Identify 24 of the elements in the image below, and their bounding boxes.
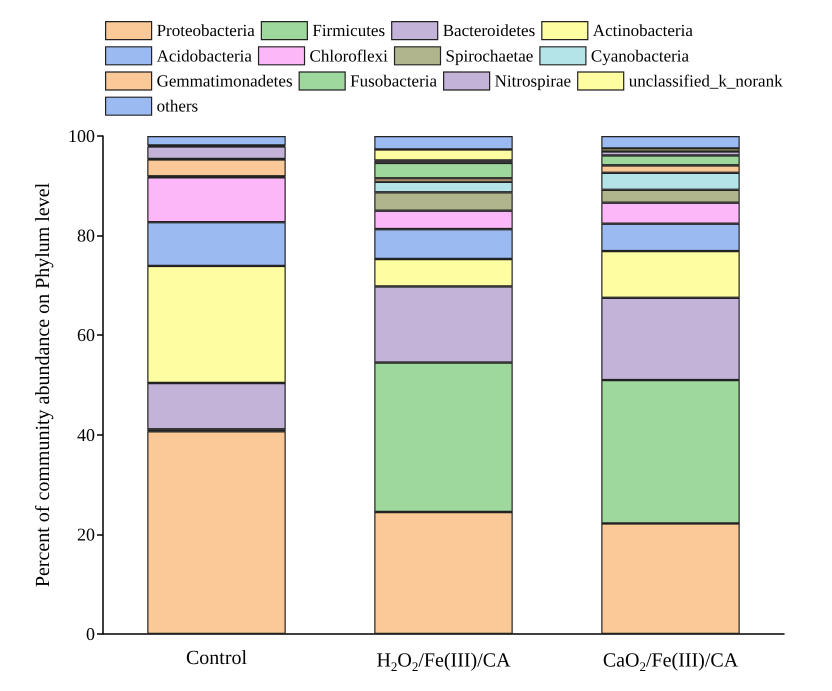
bar bbox=[601, 136, 740, 148]
y-tick-label: 100 bbox=[68, 126, 95, 146]
legend-label: Proteobacteria bbox=[156, 21, 256, 40]
legend-label: Acidobacteria bbox=[156, 46, 252, 66]
legend-label: Bacteroidetes bbox=[442, 21, 536, 40]
legend-label: Gemmatimonadetes bbox=[156, 72, 293, 90]
y-tick-label: 60 bbox=[77, 325, 95, 346]
y-tick-label: 80 bbox=[77, 226, 95, 246]
y-tick-label: 0 bbox=[86, 624, 95, 644]
y-tick-label: 20 bbox=[77, 524, 95, 544]
legend-label: Firmicutes bbox=[312, 21, 386, 40]
x-tick-label: Control bbox=[186, 647, 248, 669]
legend-label: Spirochaetae bbox=[446, 46, 534, 66]
bar bbox=[147, 431, 286, 634]
legend-label: Fusobacteria bbox=[350, 72, 438, 90]
legend-label: Cyanobacteria bbox=[590, 46, 690, 66]
legend-label: Actinobacteria bbox=[592, 21, 694, 40]
y-axis-title: Percent of community abundance on Phylum level bbox=[32, 182, 54, 588]
bar bbox=[374, 162, 513, 178]
legend-label: unclassified_k_norank bbox=[628, 72, 784, 90]
legend-label: others bbox=[156, 96, 198, 116]
legend-label: Nitrospirae bbox=[494, 72, 572, 90]
legend-label: Chloroflexi bbox=[310, 46, 388, 66]
y-tick-label: 40 bbox=[77, 424, 95, 445]
